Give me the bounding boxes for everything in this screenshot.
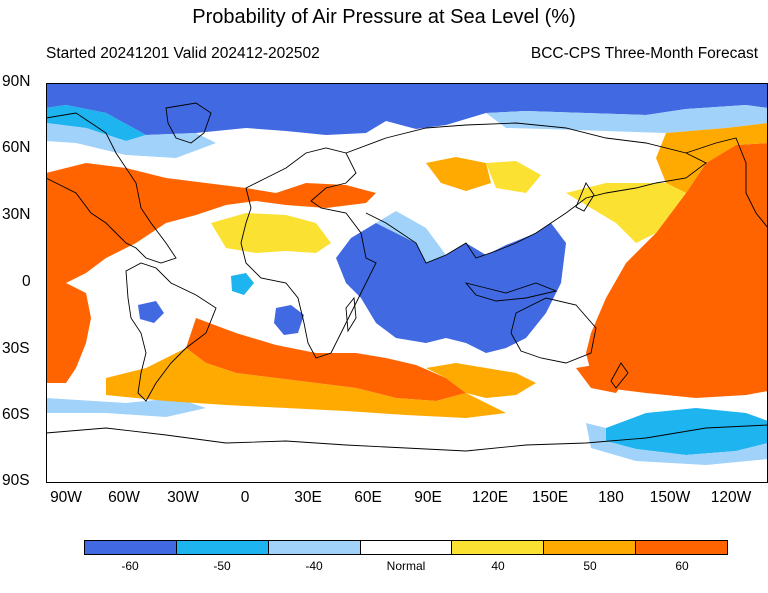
lon-label-60e: 60E xyxy=(354,489,382,506)
lon-label-90e: 90E xyxy=(414,489,442,506)
greenland-coast xyxy=(165,102,212,144)
south-atlantic-above-60-region xyxy=(186,318,466,401)
lat-label-equator: 0 xyxy=(22,273,31,290)
lon-label-120w: 120W xyxy=(710,489,752,506)
colorbar-swatch-below-60 xyxy=(85,541,177,554)
lat-label-60n: 60N xyxy=(2,139,31,156)
lat-label-30n: 30N xyxy=(2,206,31,223)
colorbar-label-below-40: -40 xyxy=(305,559,323,573)
new-zealand-coast xyxy=(610,362,629,389)
colorbar-swatch-below-50 xyxy=(176,541,269,554)
lon-label-150w: 150W xyxy=(649,489,691,506)
north-pacific-above-40-band xyxy=(566,183,686,243)
antarctica-coast xyxy=(46,424,768,452)
asia-above-40-patch xyxy=(486,161,541,193)
lat-label-60s: 60S xyxy=(2,406,30,423)
indonesia-coast xyxy=(464,282,558,302)
south-indian-above-50-region xyxy=(426,363,536,398)
lon-label-30w: 30W xyxy=(167,489,199,506)
colorbar-swatch-normal xyxy=(360,541,453,554)
madagascar-coast xyxy=(345,296,357,333)
north-pacific-above-50-fringe xyxy=(656,123,768,193)
indian-ocean-below-60-region xyxy=(336,223,566,353)
north-america-coast xyxy=(46,112,177,264)
north-pacific-below-40-fringe xyxy=(486,105,768,133)
arctic-below-60-region xyxy=(46,83,768,135)
south-atlantic-above-50-fringe xyxy=(106,348,506,418)
arctic-below-40-fringe xyxy=(46,123,216,158)
lon-label-0: 0 xyxy=(240,489,250,506)
colorbar-swatch-above-40 xyxy=(452,541,545,554)
africa-below-50-patch xyxy=(231,273,254,295)
colorbar-swatch-above-50 xyxy=(544,541,637,554)
south-america-coast xyxy=(125,262,217,402)
japan-coast xyxy=(575,182,595,212)
colorbar-swatch-above-60 xyxy=(636,541,728,554)
lon-label-90w: 90W xyxy=(50,489,82,506)
lon-label-30e: 30E xyxy=(294,489,322,506)
eurasia-coast xyxy=(345,122,707,264)
indian-ocean-below-40-fringe xyxy=(376,211,446,263)
lat-label-30s: 30S xyxy=(2,340,30,357)
colorbar-label-below-50: -50 xyxy=(213,559,231,573)
lat-label-90s: 90S xyxy=(2,472,30,489)
lon-label-120e: 120E xyxy=(471,489,509,506)
colorbar-label-normal: Normal xyxy=(386,559,426,573)
map-title: Probability of Air Pressure at Sea Level… xyxy=(192,6,576,28)
forecast-dates: Started 20241201 Valid 202412-202502 xyxy=(46,45,320,62)
east-pacific-above-60-region xyxy=(46,283,91,383)
south-pacific-below-40-fringe xyxy=(586,423,768,465)
colorbar xyxy=(84,540,728,555)
lon-label-60w: 60W xyxy=(108,489,140,506)
probability-map xyxy=(46,83,768,483)
forecast-source: BCC-CPS Three-Month Forecast xyxy=(530,45,758,62)
southern-ocean-below-40-band xyxy=(46,398,206,417)
europe-africa-coast xyxy=(240,147,377,359)
lat-label-90n: 90N xyxy=(2,73,31,90)
australia-coast xyxy=(510,297,597,364)
colorbar-label-below-60: -60 xyxy=(121,559,139,573)
nz-above-60-region xyxy=(576,363,626,393)
africa-below-60-patch xyxy=(274,305,304,335)
colorbar-label-above-50: 50 xyxy=(583,559,597,573)
central-pacific-above-60-region xyxy=(586,143,768,398)
coastlines xyxy=(46,102,768,452)
colorbar-label-above-60: 60 xyxy=(675,559,689,573)
west-north-america-coast xyxy=(685,137,768,229)
asia-above-50-patch xyxy=(426,157,491,191)
north-atlantic-above-60-region xyxy=(46,163,376,283)
south-america-below-60-patch xyxy=(138,301,164,323)
lon-label-150e: 150E xyxy=(531,489,569,506)
lon-label-180: 180 xyxy=(598,489,624,506)
colorbar-swatch-below-40 xyxy=(268,541,361,554)
colorbar-label-above-40: 40 xyxy=(491,559,505,573)
